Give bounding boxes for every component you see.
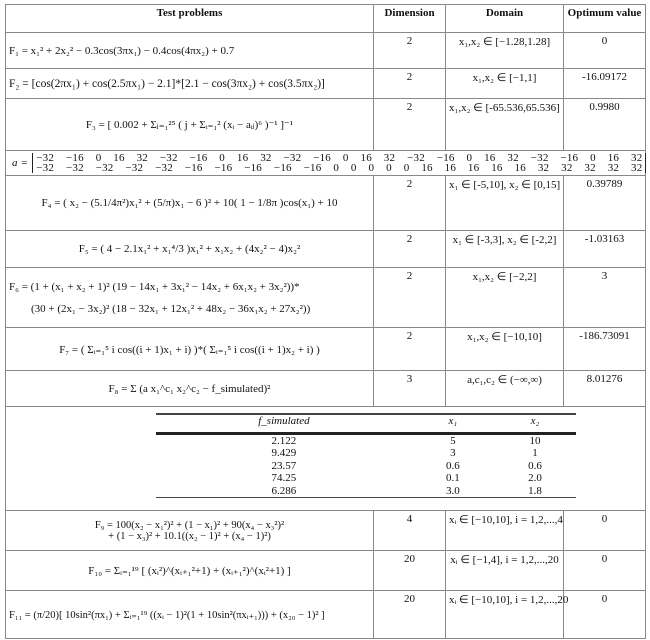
optimum: 3 <box>563 267 646 328</box>
sim-f: 74.25 <box>271 472 297 484</box>
formula-f6: F₆ = (1 + (x₁ + x₂ + 1)² (19 − 14x₁ + 3x… <box>5 267 374 328</box>
dimension: 20 <box>373 550 446 591</box>
sim-x1: 5 <box>450 434 456 447</box>
table-row: F₃ = [ 0.002 + Σⱼ₌₁²⁵ ( j + Σᵢ₌₁² (xᵢ − … <box>5 98 646 151</box>
simulated-data-table: f_simulated x₁ x₂ 2.122 5 10 9.429 3 1 23.57… <box>156 413 576 498</box>
optimum: 0.39789 <box>563 175 646 231</box>
formula-f10: F₁₀ = Σᵢ₌₁¹⁹ [ (xᵢ²)^(xᵢ₊₁²+1) + (xᵢ₊₁²)… <box>5 550 374 591</box>
formula-f3: F₃ = [ 0.002 + Σⱼ₌₁²⁵ ( j + Σᵢ₌₁² (xᵢ − … <box>5 98 374 151</box>
formula-f1: F₁ = x₁² + 2x₂² − 0.3cos(3πx₁) − 0.4cos(… <box>5 32 374 69</box>
sim-x2: 10 <box>529 434 541 447</box>
table-row: F₆ = (1 + (x₁ + x₂ + 1)² (19 − 14x₁ + 3x… <box>5 267 646 328</box>
formula-f8: F₈ = Σ (a x₁^c₁ x₂^c₂ − f_simulated)² <box>5 370 374 407</box>
dimension: 3 <box>373 370 446 407</box>
dimension: 2 <box>373 68 446 99</box>
domain: a,c₁,c₂ ∈ (−∞,∞) <box>445 370 564 407</box>
domain: x₁,x₂ ∈ [−1.28,1.28] <box>445 32 564 69</box>
test-problems-table: Test problems Dimension Domain Optimum v… <box>5 4 647 639</box>
optimum: -1.03163 <box>563 230 646 268</box>
table-row: F₂ = [cos(2πx₁) + cos(2.5πx₁) − 2.1]*[2.… <box>5 68 646 99</box>
dimension: 2 <box>373 230 446 268</box>
sim-row: 23.57 0.6 0.6 <box>156 460 576 473</box>
formula-f6-line-2: (30 + (2x₁ − 3x₂)² (18 − 32x₁ + 12x₁² + … <box>31 302 311 315</box>
table-row: F₁ = x₁² + 2x₂² − 0.3cos(3πx₁) − 0.4cos(… <box>5 32 646 69</box>
optimum: 0 <box>563 510 646 551</box>
header-domain: Domain <box>445 4 564 33</box>
table-row: F₁₀ = Σᵢ₌₁¹⁹ [ (xᵢ²)^(xᵢ₊₁²+1) + (xᵢ₊₁²)… <box>5 550 646 591</box>
sim-row: 74.25 0.1 2.0 <box>156 472 576 485</box>
domain: x₁,x₂ ∈ [−1,1] <box>445 68 564 99</box>
formula-f7: F₇ = ( Σᵢ₌₁⁵ i cos((i + 1)x₁ + i) )*( Σᵢ… <box>5 327 374 371</box>
formula-f9: F₉ = 100(x₂ − x₁²)² + (1 − x₁)² + 90(x₄ … <box>5 510 374 551</box>
header-test-problems: Test problems <box>5 4 374 33</box>
domain: x₁ ∈ [-3,3], x₂ ∈ [-2,2] <box>445 230 564 268</box>
optimum: -186.73091 <box>563 327 646 371</box>
sim-x2: 1 <box>532 447 538 459</box>
table-row: F₅ = ( 4 − 2.1x₁² + x₁⁴/3 )x₁² + x₁x₂ + … <box>5 230 646 268</box>
optimum: 0.9980 <box>563 98 646 151</box>
dimension: 2 <box>373 327 446 371</box>
simulated-data-row: f_simulated x₁ x₂ 2.122 5 10 9.429 3 1 23.57… <box>5 406 646 511</box>
a-matrix-row-2: −32 −32 −32 −32 −32 −16 −16 −16 −16 −16 … <box>36 162 643 174</box>
header-dimension: Dimension <box>373 4 446 33</box>
optimum: -16.09172 <box>563 68 646 99</box>
table-row: F₇ = ( Σᵢ₌₁⁵ i cos((i + 1)x₁ + i) )*( Σᵢ… <box>5 327 646 371</box>
sim-header-f: f_simulated <box>156 414 412 435</box>
a-matrix-row-1: −32 −16 0 16 32 −32 −16 0 16 32 −32 −16 … <box>36 152 643 164</box>
table-row: F₄ = ( x₂ − (5.1/4π²)x₁² + (5/π)x₁ − 6 )… <box>5 175 646 231</box>
sim-f: 9.429 <box>271 447 297 459</box>
sim-x2: 1.8 <box>528 484 542 497</box>
domain: xᵢ ∈ [−1,4], i = 1,2,...,20 <box>445 550 564 591</box>
a-matrix: a = −32 −16 0 16 32 −32 −16 0 16 32 −32 … <box>5 150 647 176</box>
domain: x₁,x₂ ∈ [−10,10] <box>445 327 564 371</box>
optimum: 0 <box>563 590 646 639</box>
dimension: 2 <box>373 32 446 69</box>
formula-f9-line-1: F₉ = 100(x₂ − x₁²)² + (1 − x₁)² + 90(x₄ … <box>94 519 285 531</box>
formula-f2: F₂ = [cos(2πx₁) + cos(2.5πx₁) − 2.1]*[2.… <box>5 68 374 99</box>
dimension: 2 <box>373 98 446 151</box>
sim-x1: 3 <box>450 447 456 459</box>
optimum: 8.01276 <box>563 370 646 407</box>
formula-f5: F₅ = ( 4 − 2.1x₁² + x₁⁴/3 )x₁² + x₁x₂ + … <box>5 230 374 268</box>
domain: x₁ ∈ [-5,10], x₂ ∈ [0,15] <box>445 175 564 231</box>
a-matrix-row: a = −32 −16 0 16 32 −32 −16 0 16 32 −32 … <box>5 150 647 176</box>
sim-header-x1: x₁ <box>411 414 494 435</box>
sim-f: 23.57 <box>271 459 297 472</box>
sim-row: 6.286 3.0 1.8 <box>156 485 576 498</box>
sim-f: 6.286 <box>271 484 297 497</box>
formula-f9-line-2: + (1 − x₃)² + 10.1((x₂ − 1)² + (x₄ − 1)²… <box>108 530 271 542</box>
domain: xᵢ ∈ [−10,10], i = 1,2,...,4 <box>445 510 564 551</box>
sim-x1: 0.1 <box>446 472 460 484</box>
domain: x₁,x₂ ∈ [−2,2] <box>445 267 564 328</box>
formula-f4: F₄ = ( x₂ − (5.1/4π²)x₁² + (5/π)x₁ − 6 )… <box>5 175 374 231</box>
dimension: 20 <box>373 590 446 639</box>
table-row: F₁₁ = (π/20)[ 10sin²(πx₁) + Σᵢ₌₁¹⁹ ((xᵢ … <box>5 590 646 639</box>
sim-x1: 3.0 <box>446 484 460 497</box>
dimension: 4 <box>373 510 446 551</box>
sim-row: 2.122 5 10 <box>156 433 576 447</box>
sim-header-x2: x₂ <box>493 414 576 435</box>
table-row: F₈ = Σ (a x₁^c₁ x₂^c₂ − f_simulated)² 3 … <box>5 370 646 407</box>
header-optimum: Optimum value <box>563 4 646 33</box>
table-row: F₉ = 100(x₂ − x₁²)² + (1 − x₁)² + 90(x₄ … <box>5 510 646 551</box>
header-row: Test problems Dimension Domain Optimum v… <box>5 4 646 33</box>
dimension: 2 <box>373 267 446 328</box>
sim-x2: 2.0 <box>528 472 542 484</box>
formula-f6-line-1: F₆ = (1 + (x₁ + x₂ + 1)² (19 − 14x₁ + 3x… <box>9 280 300 293</box>
sim-x1: 0.6 <box>446 459 460 472</box>
sim-x2: 0.6 <box>528 459 542 472</box>
a-matrix-label: a = <box>12 157 29 169</box>
optimum: 0 <box>563 550 646 591</box>
sim-f: 2.122 <box>271 434 297 447</box>
formula-f11: F₁₁ = (π/20)[ 10sin²(πx₁) + Σᵢ₌₁¹⁹ ((xᵢ … <box>5 590 374 639</box>
simulated-data-cell: f_simulated x₁ x₂ 2.122 5 10 9.429 3 1 23.57… <box>5 406 646 511</box>
domain: x₁,x₂ ∈ [-65.536,65.536] <box>445 98 564 151</box>
dimension: 2 <box>373 175 446 231</box>
sim-row: 9.429 3 1 <box>156 447 576 460</box>
optimum: 0 <box>563 32 646 69</box>
domain: xᵢ ∈ [−10,10], i = 1,2,...,20 <box>445 590 568 639</box>
